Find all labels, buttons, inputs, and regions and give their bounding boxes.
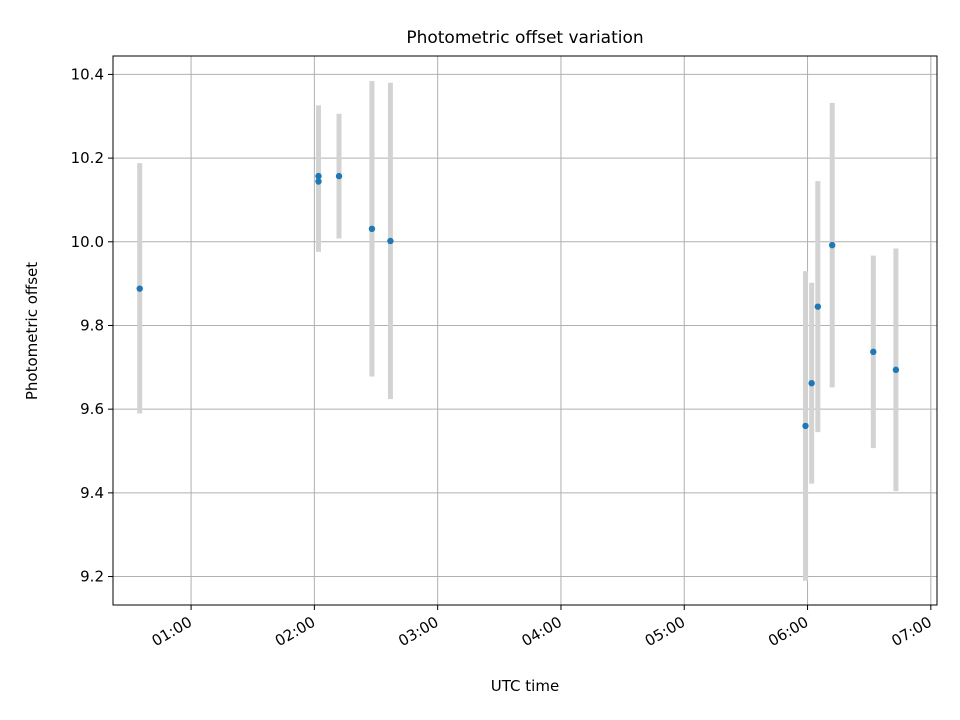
data-point xyxy=(387,237,394,245)
data-point xyxy=(136,285,143,292)
axes-frame xyxy=(112,55,938,606)
point-layer xyxy=(136,172,900,430)
y-tick-label: 10.4 xyxy=(71,65,104,83)
y-tick-label: 9.4 xyxy=(80,484,104,502)
data-point xyxy=(368,225,376,233)
y-tick-label: 9.6 xyxy=(80,400,104,418)
x-axis-label: UTC time xyxy=(491,677,559,695)
data-point xyxy=(870,348,877,356)
chart-title: Photometric offset variation xyxy=(406,28,643,48)
data-point xyxy=(814,303,822,310)
y-axis: 9.2 9.4 9.6 9.8 10.0 10.2 10.4 xyxy=(71,65,113,586)
data-point xyxy=(802,422,809,430)
grid-layer xyxy=(113,56,937,605)
y-tick-label: 9.8 xyxy=(80,316,104,334)
data-point xyxy=(808,380,815,387)
data-point xyxy=(892,366,900,374)
data-point xyxy=(315,172,322,180)
y-axis-label: Photometric offset xyxy=(23,262,41,400)
data-point xyxy=(335,172,343,180)
y-tick-label: 10.0 xyxy=(71,233,104,251)
data-point xyxy=(829,241,836,249)
data-point xyxy=(315,178,322,185)
y-tick-label: 10.2 xyxy=(71,149,104,167)
y-tick-label: 9.2 xyxy=(80,568,104,586)
